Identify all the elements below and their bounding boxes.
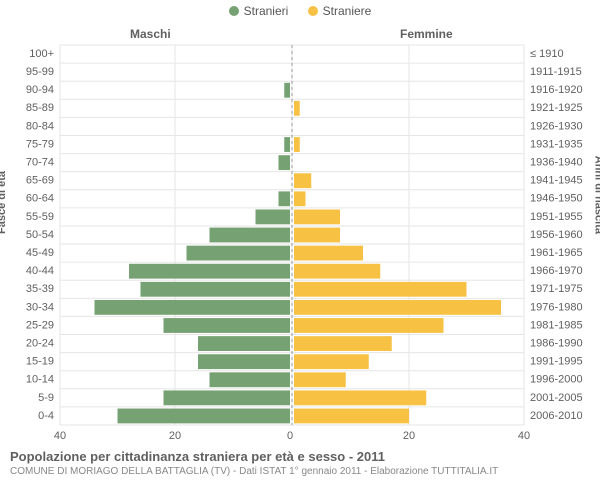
- legend: Stranieri Straniere: [0, 0, 600, 19]
- bar-male: [164, 390, 291, 405]
- bar-male: [256, 209, 291, 224]
- bar-male: [279, 155, 291, 170]
- bar-female: [294, 409, 409, 424]
- bar-male: [187, 246, 291, 261]
- birth-label: ≤ 1910: [530, 48, 564, 60]
- birth-label: 1911-1915: [530, 66, 582, 78]
- bar-male: [164, 318, 291, 333]
- age-label: 20-24: [26, 337, 54, 349]
- birth-label: 1966-1970: [530, 265, 583, 277]
- birth-label: 1921-1925: [530, 102, 583, 114]
- birth-label: 1951-1955: [530, 211, 583, 223]
- bar-female: [294, 372, 346, 387]
- birth-label: 1976-1980: [530, 301, 583, 313]
- bar-male: [198, 336, 290, 351]
- age-label: 40-44: [26, 265, 54, 277]
- birth-label: 1946-1950: [530, 193, 583, 205]
- bar-female: [294, 318, 444, 333]
- birth-label: 1991-1995: [530, 356, 583, 368]
- bar-male: [279, 191, 291, 206]
- bar-female: [294, 246, 363, 261]
- subtitle-female: Femmine: [400, 27, 453, 41]
- age-label: 75-79: [26, 138, 54, 150]
- x-tick-female: 40: [518, 430, 530, 442]
- subtitle-male: Maschi: [130, 27, 171, 41]
- bar-male: [129, 264, 290, 279]
- bar-male: [284, 137, 290, 152]
- bar-male: [210, 372, 291, 387]
- bar-female: [294, 354, 369, 369]
- legend-item-male: Stranieri: [229, 4, 289, 18]
- bar-female: [294, 390, 426, 405]
- birth-label: 1936-1940: [530, 157, 583, 169]
- birth-label: 1961-1965: [530, 247, 583, 259]
- x-tick-male: 40: [54, 430, 66, 442]
- age-label: 80-84: [26, 120, 54, 132]
- chart-area: Maschi Femmine Fasce di età Anni di nasc…: [0, 19, 600, 449]
- age-label: 90-94: [26, 84, 54, 96]
- birth-label: 1916-1920: [530, 84, 583, 96]
- footer: Popolazione per cittadinanza straniera p…: [0, 449, 600, 483]
- birth-label: 1971-1975: [530, 283, 583, 295]
- bar-female: [294, 282, 467, 297]
- legend-swatch-female: [308, 6, 318, 16]
- birth-label: 1986-1990: [530, 337, 583, 349]
- age-label: 85-89: [26, 102, 54, 114]
- chart-title: Popolazione per cittadinanza straniera p…: [10, 449, 590, 464]
- bar-female: [294, 191, 306, 206]
- age-label: 65-69: [26, 175, 54, 187]
- legend-swatch-male: [229, 6, 239, 16]
- age-label: 5-9: [38, 392, 54, 404]
- age-label: 30-34: [26, 301, 54, 313]
- x-tick-male: 0: [287, 430, 293, 442]
- bar-female: [294, 137, 300, 152]
- age-label: 25-29: [26, 319, 54, 331]
- birth-label: 1981-1985: [530, 319, 583, 331]
- bar-female: [294, 300, 501, 315]
- age-label: 55-59: [26, 211, 54, 223]
- x-tick-female: 20: [403, 430, 415, 442]
- age-label: 50-54: [26, 229, 54, 241]
- bar-female: [294, 101, 300, 116]
- chart-subtitle: COMUNE DI MORIAGO DELLA BATTAGLIA (TV) -…: [10, 466, 590, 477]
- age-label: 95-99: [26, 66, 54, 78]
- birth-label: 2006-2010: [530, 410, 583, 422]
- age-label: 45-49: [26, 247, 54, 259]
- bar-male: [141, 282, 291, 297]
- x-tick-male: 20: [169, 430, 181, 442]
- bar-male: [198, 354, 290, 369]
- age-label: 60-64: [26, 193, 54, 205]
- birth-label: 1931-1935: [530, 138, 583, 150]
- age-label: 0-4: [38, 410, 54, 422]
- pyramid-svg: 100+ ≤ 1910 95-99 1911-1915 90-94 1916-1920 85…: [0, 19, 600, 449]
- bar-male: [210, 228, 291, 243]
- birth-label: 1996-2000: [530, 374, 583, 386]
- age-label: 70-74: [26, 157, 54, 169]
- birth-label: 1941-1945: [530, 175, 583, 187]
- bar-male: [284, 83, 290, 98]
- age-label: 10-14: [26, 374, 54, 386]
- age-label: 15-19: [26, 356, 54, 368]
- birth-label: 1956-1960: [530, 229, 583, 241]
- bar-male: [95, 300, 291, 315]
- birth-label: 1926-1930: [530, 120, 583, 132]
- legend-item-female: Straniere: [308, 4, 372, 18]
- bar-female: [294, 173, 311, 188]
- birth-label: 2001-2005: [530, 392, 583, 404]
- bar-female: [294, 209, 340, 224]
- y-axis-title-left: Fasce di età: [0, 171, 8, 234]
- bar-male: [118, 409, 291, 424]
- legend-label-male: Stranieri: [244, 4, 289, 18]
- legend-label-female: Straniere: [323, 4, 372, 18]
- bar-female: [294, 228, 340, 243]
- y-axis-title-right: Anni di nascita: [592, 156, 600, 234]
- bar-female: [294, 336, 392, 351]
- age-label: 100+: [29, 48, 54, 60]
- bar-female: [294, 264, 380, 279]
- age-label: 35-39: [26, 283, 54, 295]
